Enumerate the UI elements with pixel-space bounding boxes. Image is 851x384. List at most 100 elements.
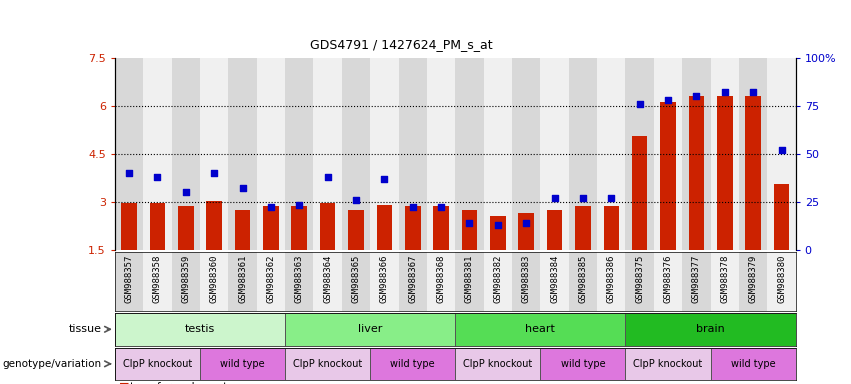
Point [434,204,448,210]
Bar [683,252,711,311]
Text: GSM988362: GSM988362 [266,255,276,303]
Text: GSM988376: GSM988376 [664,255,672,303]
Text: ClpP knockout: ClpP knockout [123,359,192,369]
Text: GSM988359: GSM988359 [181,255,191,303]
Point [519,220,533,226]
Bar [257,58,285,250]
Point [321,174,334,180]
Text: GSM988364: GSM988364 [323,255,332,303]
Point [151,174,164,180]
Bar [625,252,654,311]
Bar [313,252,342,311]
Bar [376,205,392,250]
Bar [427,58,455,250]
Bar [683,58,711,250]
Text: GSM988367: GSM988367 [408,255,417,303]
Text: GSM988378: GSM988378 [720,255,729,303]
Bar [342,58,370,250]
Bar [342,252,370,311]
Bar [518,213,534,250]
Text: GSM988381: GSM988381 [465,255,474,303]
Bar [370,348,455,380]
Text: wild type: wild type [731,359,775,369]
Bar [540,348,625,380]
Point [208,170,221,176]
Text: brain: brain [696,324,725,334]
Text: ■: ■ [119,382,129,384]
Bar [461,210,477,250]
Bar [143,58,172,250]
Text: GSM988375: GSM988375 [635,255,644,303]
Bar [235,210,250,250]
Text: liver: liver [358,324,382,334]
Point [491,222,505,228]
Bar [228,58,257,250]
Bar [172,58,200,250]
Bar [774,184,790,250]
Text: GSM988382: GSM988382 [494,255,502,303]
Bar [540,58,568,250]
Text: ClpP knockout: ClpP knockout [463,359,533,369]
Point [378,175,391,182]
Bar [200,252,228,311]
Bar [348,210,364,250]
Bar [200,348,285,380]
Text: GSM988383: GSM988383 [522,255,531,303]
Text: GSM988379: GSM988379 [749,255,757,303]
Point [604,195,618,201]
Bar [660,103,676,250]
Point [548,195,562,201]
Text: wild type: wild type [561,359,605,369]
Title: GDS4791 / 1427624_PM_s_at: GDS4791 / 1427624_PM_s_at [310,38,492,51]
Bar [263,207,278,250]
Text: ClpP knockout: ClpP knockout [293,359,363,369]
Text: GSM988357: GSM988357 [124,255,134,303]
Text: genotype/variation: genotype/variation [3,359,101,369]
Point [718,89,732,95]
Point [746,89,760,95]
Bar [121,203,137,250]
Bar [597,58,625,250]
Bar [172,252,200,311]
Text: GSM988368: GSM988368 [437,255,446,303]
Bar [370,58,398,250]
Bar [143,252,172,311]
Bar [688,96,705,250]
Bar [711,252,739,311]
Bar [115,348,200,380]
Bar [546,210,563,250]
Bar [285,313,455,346]
Bar [625,348,711,380]
Bar [745,96,761,250]
Bar [483,252,512,311]
Bar [398,58,427,250]
Bar [568,58,597,250]
Bar [568,252,597,311]
Point [661,97,675,103]
Bar [405,207,420,250]
Text: GSM988386: GSM988386 [607,255,616,303]
Point [179,189,192,195]
Bar [540,252,568,311]
Text: GSM988385: GSM988385 [579,255,587,303]
Bar [398,252,427,311]
Bar [490,216,505,250]
Bar [768,252,796,311]
Bar [320,203,335,250]
Bar [654,58,683,250]
Bar [427,252,455,311]
Bar [206,201,222,250]
Bar [575,207,591,250]
Bar [512,252,540,311]
Text: GSM988360: GSM988360 [209,255,219,303]
Bar [455,252,483,311]
Text: GSM988365: GSM988365 [351,255,361,303]
Point [293,202,306,209]
Bar [433,207,449,250]
Bar [313,58,342,250]
Bar [603,207,620,250]
Text: ClpP knockout: ClpP knockout [633,359,703,369]
Text: GSM988358: GSM988358 [153,255,162,303]
Point [349,197,363,203]
Bar [115,58,143,250]
